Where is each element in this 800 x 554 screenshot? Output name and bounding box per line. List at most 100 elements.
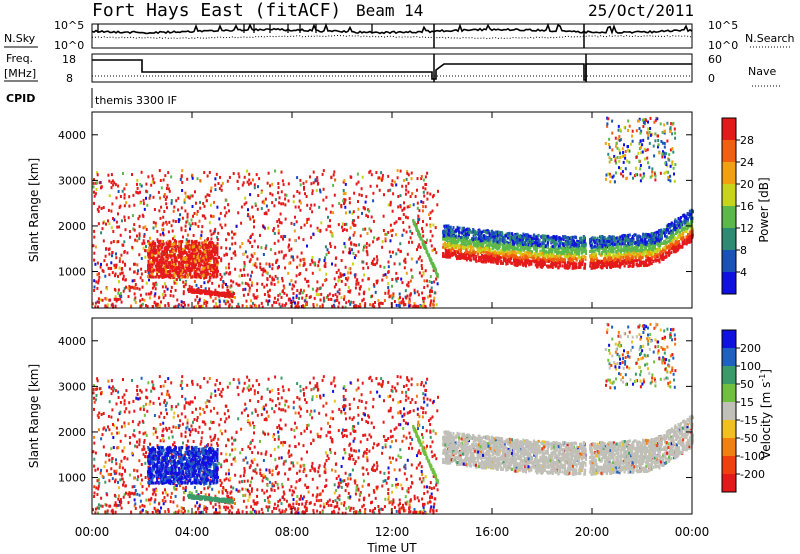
scatter-cell <box>211 281 214 285</box>
scatter-cell <box>311 260 314 264</box>
scatter-cell <box>337 275 340 279</box>
scatter-cell <box>292 300 295 303</box>
scatter-cell <box>162 221 165 225</box>
scatter-cell <box>410 177 413 181</box>
scatter-cell <box>407 181 410 185</box>
scatter-cell <box>358 286 361 290</box>
scatter-cell <box>213 267 215 271</box>
scatter-cell <box>193 245 196 248</box>
scatter-cell <box>148 296 151 300</box>
scatter-cell <box>110 303 113 307</box>
scatter-cell <box>367 277 370 281</box>
scatter-cell <box>432 193 435 197</box>
scatter-cell <box>268 295 271 298</box>
scatter-cell <box>159 233 162 237</box>
scatter-cell <box>163 210 166 213</box>
scatter-cell <box>163 193 166 197</box>
scatter-cell <box>316 182 319 186</box>
scatter-cell <box>166 245 168 249</box>
scatter-cell <box>164 246 166 250</box>
scatter-cell <box>348 247 351 251</box>
scatter-cell <box>128 204 131 208</box>
scatter-cell <box>313 296 316 300</box>
scatter-cell <box>173 263 175 266</box>
scatter-cell <box>134 300 137 304</box>
scatter-cell <box>343 228 346 231</box>
scatter-cell <box>288 261 291 265</box>
scatter-cell <box>177 246 180 250</box>
scatter-cell <box>250 234 252 238</box>
scatter-cell <box>345 277 347 280</box>
scatter-cell <box>212 299 215 303</box>
nave-label: Nave <box>748 65 776 78</box>
scatter-cell <box>429 217 432 220</box>
scatter-cell <box>189 194 192 198</box>
scatter-cell <box>151 305 154 308</box>
scatter-cell <box>404 260 407 264</box>
scatter-cell <box>279 292 281 296</box>
scatter-cell <box>198 299 201 302</box>
scatter-cell <box>108 179 111 183</box>
scatter-cell <box>124 278 127 282</box>
scatter-cell <box>175 259 178 263</box>
scatter-cell <box>294 280 297 284</box>
scatter-cell <box>144 225 147 229</box>
scatter-cell <box>214 227 217 231</box>
scatter-cell <box>166 183 169 187</box>
scatter-cell <box>154 292 157 296</box>
scatter-cell <box>224 214 227 218</box>
scatter-cell <box>158 209 161 213</box>
scatter-cell <box>288 297 291 301</box>
scatter-cell <box>333 170 336 174</box>
scatter-cell <box>178 250 181 254</box>
scatter-cell <box>205 275 208 279</box>
scatter-cell <box>210 245 212 249</box>
scatter-cell <box>224 302 227 306</box>
scatter-cell <box>196 254 199 257</box>
scatter-cell <box>268 264 271 268</box>
scatter-cell <box>299 201 302 205</box>
scatter-cell <box>274 169 277 173</box>
scatter-cell <box>110 186 113 190</box>
scatter-cell <box>216 263 219 267</box>
scatter-cell <box>141 285 144 289</box>
scatter-cell <box>372 283 375 287</box>
scatter-cell <box>225 211 228 215</box>
scatter-cell <box>220 184 223 188</box>
scatter-cell <box>111 254 113 258</box>
scatter-cell <box>262 225 265 229</box>
scatter-cell <box>435 303 438 307</box>
scatter-cell <box>262 199 265 203</box>
scatter-cell <box>143 233 146 236</box>
scatter-cell <box>415 304 418 308</box>
scatter-cell <box>213 253 216 257</box>
scatter-cell <box>150 183 153 187</box>
scatter-cell <box>154 287 157 291</box>
scatter-cell <box>181 189 184 192</box>
scatter-cell <box>152 269 155 273</box>
scatter-cell <box>268 262 271 266</box>
scatter-cell <box>293 284 295 288</box>
scatter-cell <box>243 261 246 264</box>
scatter-cell <box>403 266 406 270</box>
scatter-cell <box>157 248 160 252</box>
scatter-cell <box>220 257 223 261</box>
scatter-cell <box>374 290 377 294</box>
scatter-cell <box>182 292 185 296</box>
scatter-cell <box>192 214 194 218</box>
scatter-cell <box>115 265 118 269</box>
scatter-cell <box>110 209 113 213</box>
scatter-cell <box>389 223 392 227</box>
scatter-cell <box>127 216 130 220</box>
scatter-cell <box>141 297 144 301</box>
scatter-cell <box>311 255 314 259</box>
scatter-cell <box>204 268 207 272</box>
scatter-cell <box>168 220 171 224</box>
scatter-cell <box>294 239 297 242</box>
scatter-cell <box>393 221 396 225</box>
scatter-cell <box>145 189 148 193</box>
scatter-cell <box>391 183 394 187</box>
scatter-cell <box>265 299 268 303</box>
scatter-cell <box>275 301 278 304</box>
scatter-cell <box>200 255 203 259</box>
